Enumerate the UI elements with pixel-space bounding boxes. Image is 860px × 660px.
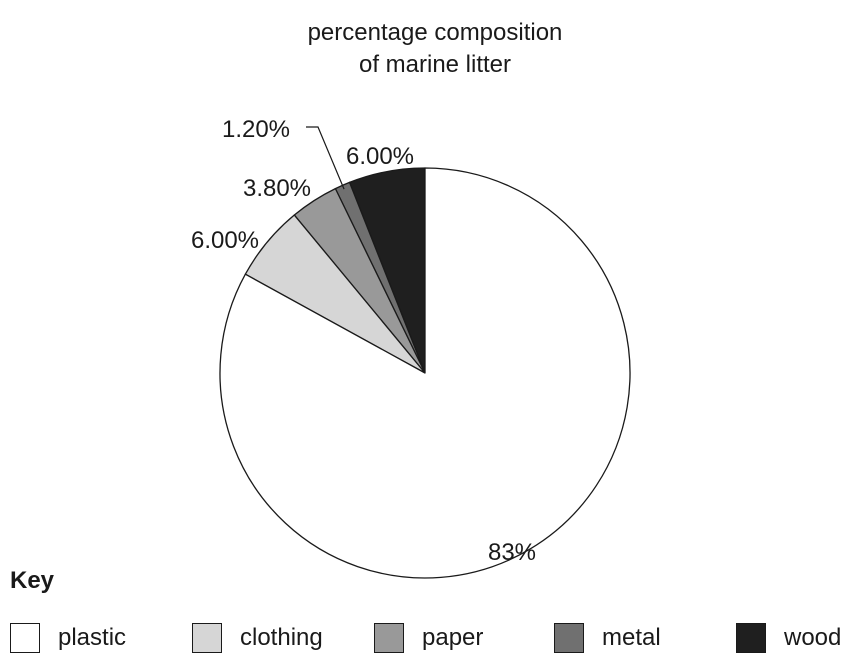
pie-label-plastic: 83%	[488, 539, 536, 566]
legend-label-clothing: clothing	[240, 624, 323, 652]
chart-title-line-2: of marine litter	[359, 51, 511, 78]
legend-label-plastic: plastic	[58, 624, 126, 652]
pie-label-wood: 6.00%	[346, 143, 414, 170]
legend-swatch-clothing	[192, 623, 222, 653]
legend-item-metal: metal	[554, 620, 661, 656]
legend-label-metal: metal	[602, 624, 661, 652]
legend-item-plastic: plastic	[10, 620, 126, 656]
legend-swatch-paper	[374, 623, 404, 653]
legend-swatch-metal	[554, 623, 584, 653]
metal-leader-line	[306, 127, 344, 189]
pie-label-clothing: 6.00%	[191, 227, 259, 254]
legend-label-wood: wood	[784, 624, 841, 652]
legend-item-wood: wood	[736, 620, 841, 656]
pie-chart: percentage composition of marine litter …	[0, 0, 860, 620]
chart-title-line-1: percentage composition	[308, 19, 563, 46]
legend-label-paper: paper	[422, 624, 483, 652]
legend-swatch-wood	[736, 623, 766, 653]
legend-item-clothing: clothing	[192, 620, 323, 656]
pie-slices	[220, 168, 630, 578]
key-title: Key	[10, 567, 54, 595]
legend: plastic clothing paper metal wood	[0, 620, 860, 656]
legend-item-paper: paper	[374, 620, 483, 656]
legend-swatch-plastic	[10, 623, 40, 653]
pie-label-paper: 3.80%	[243, 175, 311, 202]
pie-label-metal: 1.20%	[222, 116, 290, 143]
